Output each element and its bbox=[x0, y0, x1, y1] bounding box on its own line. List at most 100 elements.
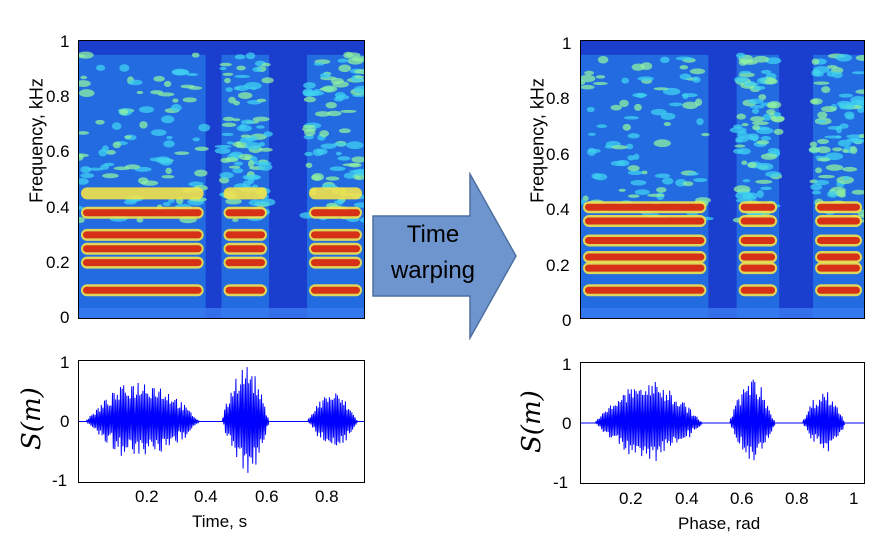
spec-formant-core bbox=[585, 264, 705, 272]
spec-speckle bbox=[701, 132, 710, 137]
spec-speckle bbox=[844, 111, 855, 118]
left-waveform-ylabel: S(m) bbox=[17, 387, 47, 450]
right-wave-ytick-neg1: -1 bbox=[553, 473, 569, 492]
spec-speckle bbox=[825, 152, 844, 161]
spec-speckle bbox=[150, 90, 164, 95]
spec-speckle bbox=[810, 98, 823, 105]
spec-speckle bbox=[337, 198, 344, 206]
spec-speckle bbox=[338, 64, 352, 73]
spec-speckle bbox=[105, 150, 116, 155]
spec-speckle bbox=[584, 70, 595, 76]
right-wave-xtick-02: 0.2 bbox=[619, 489, 643, 508]
spec-speckle bbox=[838, 93, 853, 98]
spec-formant-core bbox=[311, 259, 360, 267]
spec-speckle bbox=[626, 143, 634, 150]
waveform-burst bbox=[802, 392, 845, 452]
spec-formant-core bbox=[83, 209, 202, 217]
spec-formant-core bbox=[585, 286, 705, 294]
spec-speckle bbox=[256, 125, 265, 129]
spec-speckle bbox=[746, 192, 758, 199]
spec-speckle bbox=[87, 167, 104, 171]
spec-speckle bbox=[337, 156, 351, 161]
spec-speckle bbox=[244, 82, 262, 90]
waveform-burst bbox=[221, 367, 270, 473]
spec-speckle bbox=[739, 70, 752, 74]
spec-speckle bbox=[79, 178, 89, 185]
spec-formant-band bbox=[223, 187, 267, 200]
spec-speckle bbox=[235, 141, 242, 147]
spec-speckle bbox=[816, 157, 831, 162]
spec-speckle bbox=[79, 131, 90, 135]
spec-speech-region bbox=[581, 54, 709, 318]
spec-speckle bbox=[621, 77, 630, 84]
spec-speckle bbox=[679, 73, 692, 80]
spec-formant-core bbox=[585, 217, 705, 225]
spec-speckle bbox=[351, 156, 364, 163]
spec-speckle bbox=[817, 138, 829, 144]
spec-noise-floor bbox=[581, 308, 864, 318]
spec-speckle bbox=[102, 173, 119, 179]
spec-formant-core bbox=[311, 209, 360, 217]
spec-speckle bbox=[166, 135, 173, 140]
spec-speckle bbox=[756, 140, 770, 145]
right-wave-xtick-1: 1 bbox=[849, 489, 859, 508]
spec-speckle bbox=[100, 164, 110, 170]
spec-speckle bbox=[256, 98, 267, 103]
spec-speckle bbox=[326, 110, 342, 117]
spec-speckle bbox=[79, 153, 89, 158]
spec-speckle bbox=[259, 198, 276, 207]
spec-speckle bbox=[758, 94, 767, 101]
spec-speckle bbox=[827, 190, 839, 198]
left-wave-xlabel: Time, s bbox=[192, 512, 248, 531]
spec-speckle bbox=[337, 58, 349, 63]
spec-speckle bbox=[224, 77, 231, 84]
spec-speckle bbox=[634, 103, 642, 111]
spec-speckle bbox=[637, 76, 654, 81]
spec-speckle bbox=[773, 128, 784, 135]
spec-formant-core bbox=[740, 203, 776, 211]
left-wave-ytick-neg1: -1 bbox=[52, 471, 68, 490]
spec-speckle bbox=[234, 74, 251, 78]
spec-speckle bbox=[245, 52, 256, 60]
spec-formant-core bbox=[740, 236, 776, 244]
spec-speckle bbox=[194, 169, 208, 177]
right-wave-ytick-0: 0 bbox=[562, 414, 572, 433]
spec-speckle bbox=[641, 170, 648, 175]
spec-speckle bbox=[835, 189, 846, 197]
spec-speckle bbox=[353, 168, 364, 176]
spec-speckle bbox=[351, 56, 364, 62]
spec-speckle bbox=[826, 70, 836, 77]
spec-speckle bbox=[192, 137, 200, 142]
right-wave-xtick-04: 0.4 bbox=[675, 489, 699, 508]
spec-speckle bbox=[811, 58, 820, 65]
spec-speckle bbox=[335, 151, 342, 156]
spec-speckle bbox=[329, 166, 346, 172]
spec-speckle bbox=[194, 146, 209, 151]
spec-formant-core bbox=[817, 253, 860, 261]
spec-speckle bbox=[170, 103, 182, 112]
spec-speckle bbox=[228, 96, 236, 104]
spec-speckle bbox=[128, 79, 143, 86]
spec-formant-core bbox=[83, 286, 202, 294]
spec-speckle bbox=[219, 66, 227, 71]
spec-speckle bbox=[245, 174, 262, 180]
spec-speckle bbox=[261, 77, 274, 84]
spec-speckle bbox=[244, 155, 252, 161]
spec-speckle bbox=[95, 64, 106, 71]
spec-speckle bbox=[631, 63, 645, 71]
spec-speckle bbox=[239, 137, 254, 144]
spec-speckle bbox=[764, 78, 778, 85]
spec-formant-core bbox=[311, 245, 360, 253]
spec-speckle bbox=[258, 141, 265, 147]
spec-speckle bbox=[634, 189, 650, 195]
spec-speckle bbox=[149, 157, 166, 162]
spec-speckle bbox=[842, 166, 858, 172]
spec-formant-core bbox=[740, 286, 776, 294]
spec-speckle bbox=[681, 93, 698, 98]
left-waveform-plot bbox=[79, 367, 364, 473]
spec-speckle bbox=[742, 179, 751, 183]
spec-speckle bbox=[222, 72, 234, 76]
time-warping-arrow bbox=[372, 172, 517, 340]
spec-speckle bbox=[334, 91, 346, 99]
spec-speckle bbox=[855, 54, 864, 61]
